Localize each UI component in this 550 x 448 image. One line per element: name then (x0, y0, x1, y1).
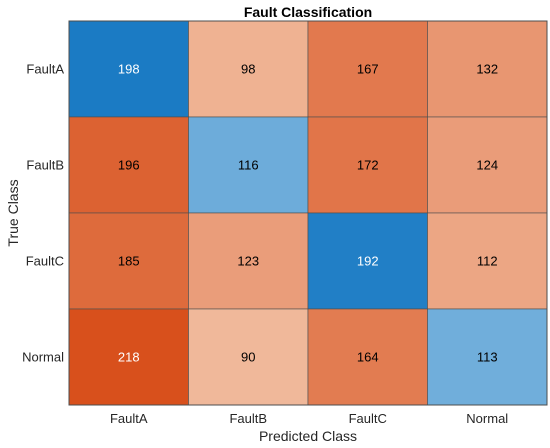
cell-value-label: 192 (357, 254, 379, 269)
heatmap-cell (68, 308, 189, 406)
heatmap-cell (68, 116, 189, 214)
heatmap-cell (307, 308, 428, 406)
y-tick-label: FaultC (26, 254, 64, 269)
heatmap-cell (427, 212, 548, 310)
heatmap-cell (68, 20, 189, 118)
y-tick-label: FaultA (26, 62, 64, 77)
heatmap-cell (307, 116, 428, 214)
heatmap-cell (427, 308, 548, 406)
x-tick-label: FaultA (110, 411, 148, 426)
y-tick-label: FaultB (26, 158, 64, 173)
y-tick-label: Normal (22, 350, 64, 365)
chart-title: Fault Classification (244, 4, 372, 20)
y-axis-label: True Class (5, 179, 21, 246)
cell-value-label: 98 (241, 62, 255, 77)
x-tick-labels: FaultA FaultB FaultC Normal (110, 411, 508, 426)
x-tick-label: FaultC (349, 411, 387, 426)
cell-value-label: 185 (118, 254, 140, 269)
cell-value-label: 113 (477, 350, 498, 365)
plot-frame (68, 20, 548, 406)
cell-value-label: 218 (118, 350, 140, 365)
cell-value-label: 167 (357, 62, 379, 77)
cell-value-label: 112 (477, 254, 498, 269)
cell-value-label: 116 (238, 158, 259, 173)
heatmap-cell (188, 308, 309, 406)
y-tick-labels: FaultA FaultB FaultC Normal (22, 62, 64, 365)
cell-value-label: 123 (237, 254, 259, 269)
cell-value-label: 124 (476, 158, 498, 173)
heatmap-cell (427, 116, 548, 214)
x-tick-label: FaultB (229, 411, 267, 426)
cell-value-label: 196 (118, 158, 140, 173)
heatmap-cell (188, 116, 309, 214)
cell-value-label: 172 (357, 158, 379, 173)
heatmap-cell (188, 20, 309, 118)
x-axis-label: Predicted Class (259, 428, 357, 444)
heatmap-cell (427, 20, 548, 118)
x-tick-label: Normal (466, 411, 508, 426)
heatmap-cells: 198 98 167 132 196 116 172 124 185 123 192 112 218 90… (68, 20, 548, 406)
cell-value-label: 90 (241, 350, 255, 365)
cell-value-label: 164 (357, 350, 379, 365)
heatmap-cell (188, 212, 309, 310)
cell-value-label: 132 (476, 62, 498, 77)
cell-value-label: 198 (118, 62, 140, 77)
